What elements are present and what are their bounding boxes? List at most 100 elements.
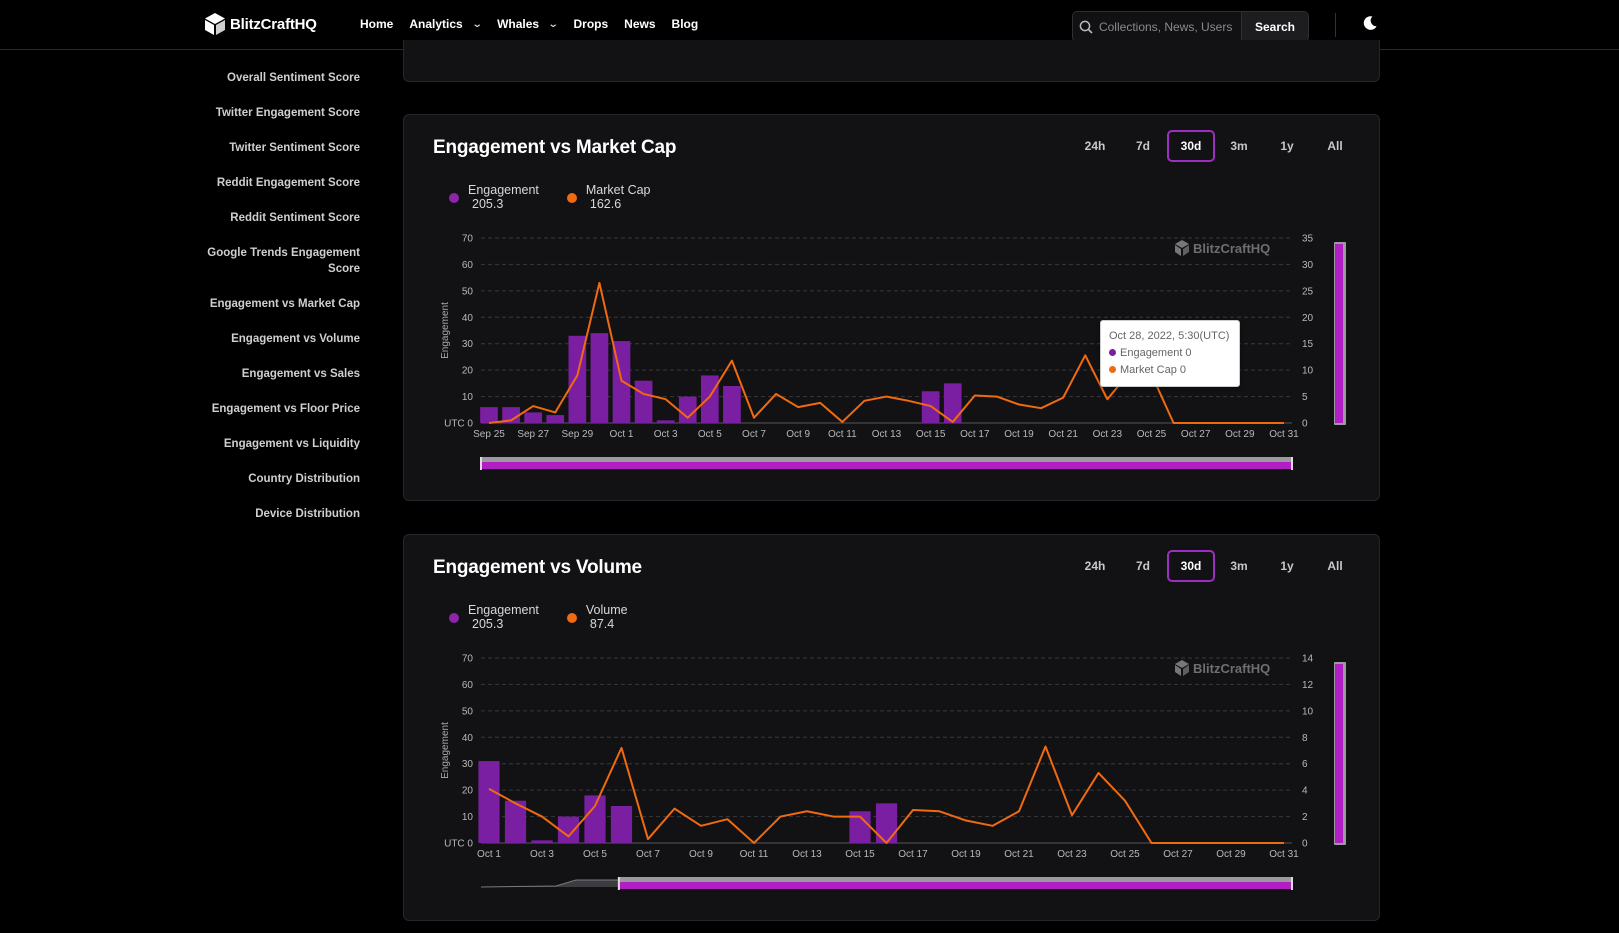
sidebar-item[interactable]: Country Distribution [248, 473, 360, 485]
engagement-vs-market-cap-panel: Engagement vs Market Cap 24h 7d 30d 3m 1y All… [403, 114, 1380, 501]
legend-item[interactable]: Market Cap 162.6 [566, 183, 651, 211]
range-3m[interactable]: 3m [1230, 139, 1248, 153]
sidebar-item[interactable]: Engagement vs Market Cap [209, 298, 360, 310]
sidebar-item[interactable]: Engagement vs Sales [241, 368, 360, 380]
y-tick-label: UTC 0 [444, 839, 473, 850]
chevron-down-icon: ⌄ [547, 18, 559, 30]
range-1y[interactable]: 1y [1280, 559, 1294, 573]
zoom-slider-right-handle [1291, 877, 1293, 890]
range-all[interactable]: All [1327, 139, 1343, 153]
engagement-bar [943, 383, 962, 423]
legend-item[interactable]: Volume 87.4 [566, 603, 628, 631]
range-24h[interactable]: 24h [1084, 139, 1106, 153]
nav-whales[interactable]: Whales ⌄ [497, 17, 559, 31]
search-button[interactable]: Search [1240, 12, 1308, 41]
legend-text: Engagement 205.3 [468, 603, 539, 631]
x-tick-label: Oct 17 [898, 849, 928, 860]
zoom-slider-range [481, 462, 1292, 469]
x-tick-label: Oct 3 [530, 849, 554, 860]
x-tick-label: Oct 23 [1093, 429, 1123, 440]
chart-legend: Engagement 205.3 Volume 87.4 [449, 603, 628, 631]
engagement-bar [656, 420, 675, 423]
sidebar-item[interactable]: Twitter Sentiment Score [229, 142, 360, 154]
y-axis-label: Engagement [440, 722, 451, 779]
watermark: BlitzCraftHQ [1175, 240, 1270, 256]
y2-tick-label: 10 [1302, 366, 1314, 377]
nav-analytics[interactable]: Analytics ⌄ [409, 17, 482, 31]
range-7d[interactable]: 7d [1135, 139, 1150, 153]
engagement-bar [502, 407, 520, 423]
range-24h[interactable]: 24h [1084, 559, 1106, 573]
nav-home[interactable]: Home [360, 17, 393, 31]
x-tick-label: Oct 31 [1269, 429, 1299, 440]
sidebar-item[interactable]: Overall Sentiment Score [227, 72, 360, 84]
zoom-slider-left-handle [617, 877, 620, 890]
x-tick-label: Oct 13 [792, 849, 822, 860]
sidebar-item[interactable]: Google Trends Engagement Score [207, 247, 360, 275]
x-tick-label: Sep 25 [473, 429, 505, 440]
range-30d[interactable]: 30d [1167, 130, 1215, 162]
x-tick-label: Oct 11 [740, 849, 769, 860]
nav-label: Drops [573, 17, 609, 31]
legend-dot [449, 613, 459, 623]
sidebar-item[interactable]: Engagement vs Volume [231, 333, 360, 345]
search-input[interactable] [1098, 19, 1241, 34]
nav-news[interactable]: News [624, 17, 655, 31]
x-tick-label: Oct 27 [1163, 849, 1193, 860]
x-tick-label: Oct 27 [1181, 429, 1211, 440]
x-tick-label: Oct 9 [689, 849, 713, 860]
zoom-slider-handle-bar [481, 457, 1292, 462]
engagement-bar [701, 375, 719, 423]
nav-label: Whales [497, 17, 540, 31]
x-tick-label: Oct 21 [1048, 429, 1078, 440]
range-1y[interactable]: 1y [1280, 139, 1294, 153]
legend-name: Volume [585, 603, 628, 617]
y-tick-label: 20 [462, 366, 474, 377]
engagement-bar [531, 840, 553, 843]
x-tick-label: Oct 25 [1137, 429, 1167, 440]
x-tick-label: Sep 27 [517, 429, 549, 440]
range-7d[interactable]: 7d [1135, 559, 1150, 573]
y-tick-label: 20 [462, 786, 474, 797]
y2-tick-label: 0 [1302, 839, 1308, 850]
brand-name: BlitzCraftHQ [230, 15, 317, 33]
dark-mode-toggle[interactable] [1362, 15, 1378, 36]
nav-blog[interactable]: Blog [672, 17, 699, 31]
sidebar-item[interactable]: Reddit Engagement Score [216, 177, 360, 189]
x-tick-label: Sep 29 [561, 429, 593, 440]
y-tick-label: 30 [462, 339, 474, 350]
legend-item[interactable]: Engagement 205.3 [449, 183, 539, 211]
x-tick-label: Oct 31 [1269, 849, 1299, 860]
legend-item[interactable]: Engagement 205.3 [449, 603, 539, 631]
range-30d[interactable]: 30d [1167, 550, 1215, 582]
brand-logo[interactable]: BlitzCraftHQ [204, 12, 317, 36]
legend-value: 205.3 [472, 197, 504, 211]
range-all[interactable]: All [1327, 559, 1343, 573]
x-tick-label: Oct 7 [742, 429, 766, 440]
legend-dot [449, 193, 459, 203]
search-icon [1073, 20, 1099, 34]
legend-name: Engagement [468, 603, 539, 617]
tooltip-value: Engagement 0 [1120, 347, 1192, 359]
y2-tick-label: 35 [1302, 234, 1314, 245]
y2-tick-label: 8 [1302, 733, 1308, 744]
range-3m[interactable]: 3m [1230, 559, 1248, 573]
sidebar-item[interactable]: Reddit Sentiment Score [230, 212, 360, 224]
cube-logo-icon [205, 13, 225, 35]
engagement-bar [557, 816, 580, 843]
nav-drops[interactable]: Drops [574, 17, 609, 31]
x-tick-label: Oct 21 [1004, 849, 1034, 860]
engagement-bar [478, 761, 500, 843]
engagement-bar [480, 407, 498, 423]
sidebar-item[interactable]: Engagement vs Liquidity [223, 438, 360, 450]
range-selector: 24h 7d 30d 3m 1y All [1071, 130, 1359, 162]
x-tick-label: Oct 23 [1057, 849, 1087, 860]
x-tick-label: Oct 29 [1216, 849, 1246, 860]
y-tick-label: 60 [462, 260, 474, 271]
engagement-bar [849, 811, 871, 843]
search-bar: Search [1072, 11, 1309, 42]
engagement-bar [723, 386, 741, 423]
sidebar-item[interactable]: Twitter Engagement Score [215, 107, 360, 119]
sidebar-item[interactable]: Engagement vs Floor Price [211, 403, 360, 415]
sidebar-item[interactable]: Device Distribution [255, 508, 360, 520]
